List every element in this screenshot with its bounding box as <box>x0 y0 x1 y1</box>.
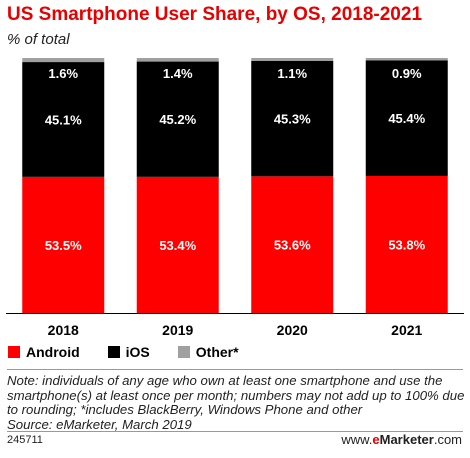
chart-title: US Smartphone User Share, by OS, 2018-20… <box>7 4 423 25</box>
data-label-android-2018: 53.5% <box>45 238 82 253</box>
data-label-other-2019: 1.4% <box>163 66 193 81</box>
legend-item-ios: iOS <box>107 344 150 360</box>
legend-item-android: Android <box>8 344 80 360</box>
footnote: Note: individuals of any age who own at … <box>7 373 467 432</box>
bar-segment-other-2019 <box>136 58 219 62</box>
brand-name: Marketer <box>379 432 434 447</box>
legend-label-ios: iOS <box>125 344 150 360</box>
data-label-ios-2019: 45.2% <box>159 112 196 127</box>
data-label-other-2021: 0.9% <box>392 66 422 81</box>
legend-label-other: Other* <box>195 344 239 360</box>
bar-segment-ios-2018 <box>22 62 105 177</box>
data-label-android-2021: 53.8% <box>388 237 425 252</box>
bar-segment-other-2021 <box>365 58 448 61</box>
chart-legend: Android iOS Other* <box>8 344 267 360</box>
x-tick-label-2020: 2020 <box>277 322 308 338</box>
chart-subtitle: % of total <box>7 31 70 48</box>
bar-segment-ios-2020 <box>251 60 334 177</box>
legend-label-android: Android <box>26 344 80 360</box>
x-tick-label-2018: 2018 <box>48 322 79 338</box>
brand-logo[interactable]: www.eMarketer.com <box>341 432 462 447</box>
bar-segment-ios-2021 <box>365 60 448 176</box>
bar-segment-ios-2019 <box>136 61 219 177</box>
legend-swatch-android <box>8 346 20 358</box>
bar-segment-android-2021 <box>365 175 448 313</box>
bar-segment-android-2020 <box>251 176 334 313</box>
data-label-android-2020: 53.6% <box>274 238 311 253</box>
brand-prefix: www. <box>341 432 373 447</box>
footer-divider <box>7 369 463 370</box>
data-label-android-2019: 53.4% <box>159 238 196 253</box>
footnote-text: Note: individuals of any age who own at … <box>7 373 465 417</box>
legend-swatch-ios <box>107 346 120 358</box>
data-label-other-2018: 1.6% <box>48 66 78 81</box>
data-label-ios-2021: 45.4% <box>388 111 425 126</box>
legend-swatch-other <box>177 346 190 358</box>
x-tick-label-2021: 2021 <box>391 322 422 338</box>
bar-segment-android-2018 <box>22 176 105 313</box>
x-tick-label-2019: 2019 <box>162 322 193 338</box>
legend-item-other: Other* <box>177 344 239 360</box>
brand-e: e <box>372 432 380 447</box>
stacked-bar-chart: 53.5% 45.1% 1.6% 2018 53.4% 45.2% 1.4% 2019 53.6… <box>6 58 464 338</box>
data-label-ios-2018: 45.1% <box>45 112 82 127</box>
bar-segment-android-2019 <box>136 176 219 313</box>
footer-divider-bottom <box>7 431 463 432</box>
data-label-ios-2020: 45.3% <box>274 112 311 127</box>
brand-suffix: .com <box>433 432 462 447</box>
source-text: Source: eMarketer, March 2019 <box>7 416 192 432</box>
bar-segment-other-2020 <box>251 58 334 61</box>
chart-id: 245711 <box>7 434 43 446</box>
data-label-other-2020: 1.1% <box>277 66 307 81</box>
bar-segment-other-2018 <box>22 58 105 63</box>
